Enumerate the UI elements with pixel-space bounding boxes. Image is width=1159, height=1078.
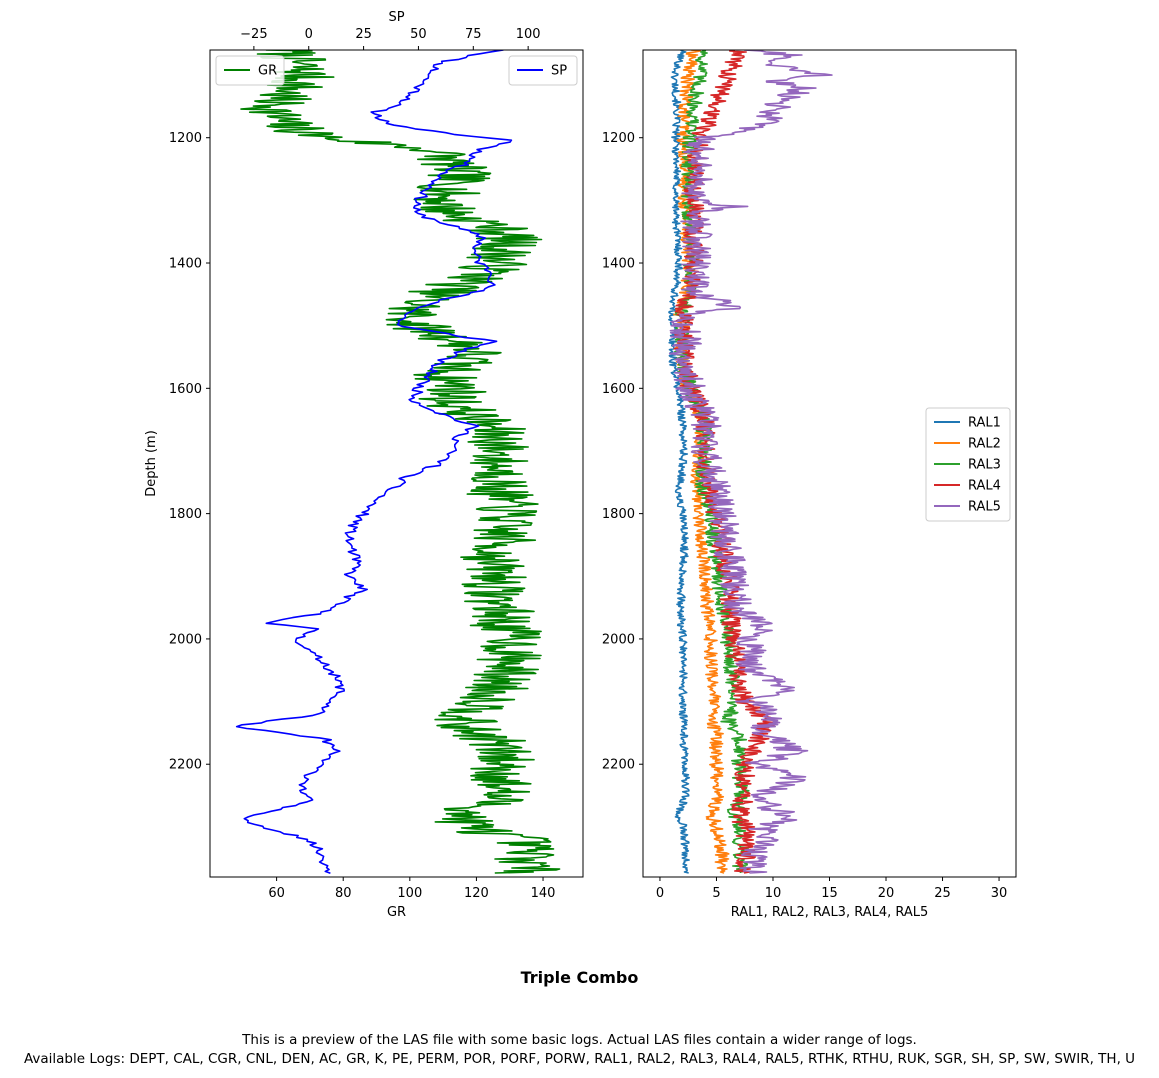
- legend-label-ral5: RAL5: [968, 500, 1001, 515]
- y-tick-label: 2000: [169, 632, 202, 647]
- y-tick-label: 1600: [169, 382, 202, 397]
- plot-frame: [209, 49, 584, 878]
- legend-ral: [925, 407, 1011, 522]
- x-tick-label: 60: [268, 886, 285, 901]
- available-logs-caption: Available Logs: DEPT, CAL, CGR, CNL, DEN…: [23, 1051, 1136, 1067]
- y-tick-label: 1400: [169, 257, 202, 272]
- curve-ral3: [674, 50, 750, 873]
- y-tick-label: 1200: [602, 131, 635, 146]
- y-tick-label: 1600: [602, 382, 635, 397]
- x-top-tick-label: −25: [240, 27, 267, 42]
- y-tick-label: 2200: [602, 758, 635, 773]
- x-tick-label: 120: [464, 886, 489, 901]
- curve-ral1: [668, 50, 691, 874]
- y-tick-label: 1200: [169, 131, 202, 146]
- x-top-tick-label: 25: [355, 27, 372, 42]
- legend-label-ral1: RAL1: [968, 416, 1001, 431]
- x-axis-label-ral: RAL1, RAL2, RAL3, RAL4, RAL5: [731, 905, 929, 920]
- y-tick-label: 1800: [169, 507, 202, 522]
- x-tick-label: 25: [934, 886, 951, 901]
- legend-label-gr: GR: [258, 64, 277, 79]
- x-tick-label: 140: [531, 886, 556, 901]
- curve-ral5: [668, 50, 833, 874]
- x-tick-label: 10: [765, 886, 782, 901]
- preview-caption: This is a preview of the LAS file with s…: [242, 1032, 917, 1048]
- x-top-tick-label: 0: [305, 27, 313, 42]
- y-tick-label: 2200: [169, 758, 202, 773]
- x-axis-label-sp: SP: [388, 10, 404, 25]
- y-tick-label: 1400: [602, 257, 635, 272]
- figure-title: Triple Combo: [520, 968, 639, 987]
- x-tick-label: 80: [335, 886, 352, 901]
- sp-curve: [235, 50, 513, 874]
- x-tick-label: 20: [878, 886, 895, 901]
- legend-label-ral3: RAL3: [968, 458, 1001, 473]
- x-axis-label-gr: GR: [387, 905, 406, 920]
- x-top-tick-label: 50: [410, 27, 427, 42]
- x-top-tick-label: 100: [516, 27, 541, 42]
- resistivity-track: 1200 1400 1600 1800 2000 2200 0 5 10 15 20 25 30 RAL1…: [602, 49, 1017, 920]
- legend-label-ral2: RAL2: [968, 437, 1001, 452]
- gr-curve: [240, 50, 561, 874]
- x-tick-label: 5: [712, 886, 720, 901]
- x-tick-label: 15: [821, 886, 838, 901]
- x-tick-label: 0: [656, 886, 664, 901]
- legend-label-ral4: RAL4: [968, 479, 1001, 494]
- x-top-tick-label: 75: [465, 27, 482, 42]
- gr-sp-track: 1200 1400 1600 1800 2000 2200 60 80 100 120 140 −25…: [144, 10, 584, 920]
- y-tick-label: 2000: [602, 632, 635, 647]
- y-tick-label: 1800: [602, 507, 635, 522]
- x-tick-label: 30: [991, 886, 1008, 901]
- legend-label-sp: SP: [551, 64, 567, 79]
- x-tick-label: 100: [397, 886, 422, 901]
- y-axis-label: Depth (m): [144, 430, 159, 497]
